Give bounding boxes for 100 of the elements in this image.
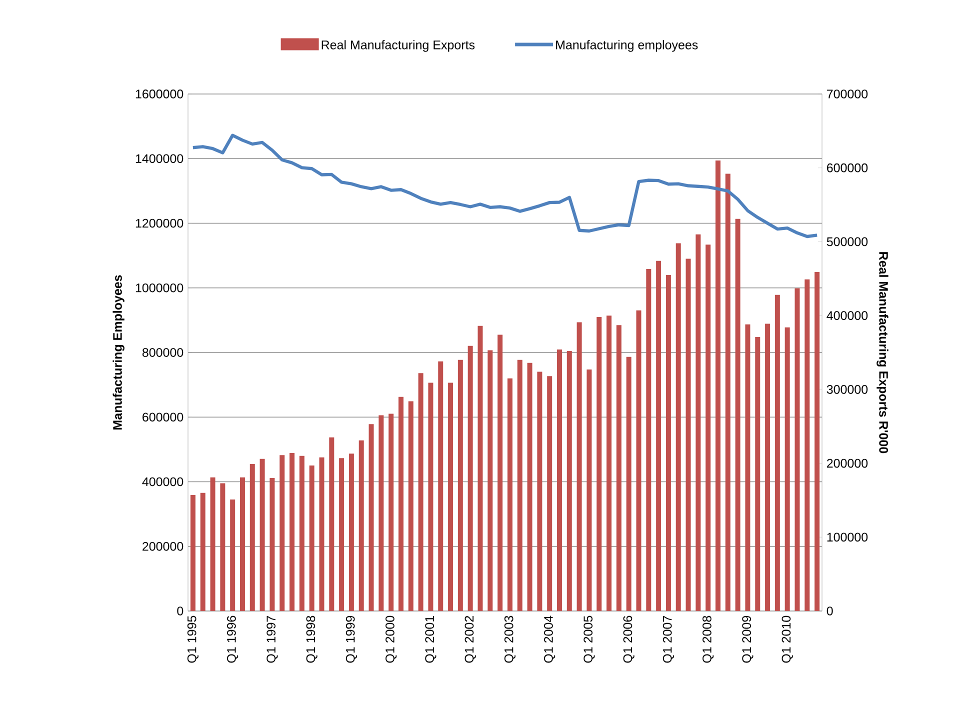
y-tick-label: 1000000 (136, 283, 184, 292)
x-tick-label: Q1 2003 (504, 616, 516, 663)
bar (715, 160, 720, 611)
legend-label: Real Manufacturing Exports (322, 40, 475, 52)
bar (299, 456, 304, 611)
bar (527, 362, 532, 611)
bar (626, 356, 632, 611)
y2-tick-label: 200000 (827, 458, 868, 468)
bar (636, 310, 642, 611)
x-tick-label: Q1 1996 (227, 616, 238, 663)
bar (378, 415, 384, 611)
bar (290, 452, 295, 611)
bar (804, 279, 810, 611)
y-tick-label: 800000 (142, 348, 184, 357)
bar (358, 440, 364, 611)
y-tick-label: 200000 (142, 542, 184, 551)
bar (507, 378, 512, 611)
bar (596, 317, 602, 611)
bar (329, 437, 334, 611)
bar (408, 401, 414, 611)
bar (735, 218, 740, 611)
x-tick-label: Q1 2010 (782, 616, 793, 663)
x-tick-label: Q1 2004 (544, 616, 556, 663)
bar (339, 458, 344, 611)
bar (774, 294, 780, 611)
x-tick-label: Q1 2005 (584, 616, 595, 663)
bar (418, 373, 424, 611)
bar (676, 243, 681, 611)
x-tick-label: Q1 2001 (425, 616, 436, 663)
bar (586, 369, 592, 611)
y-tick-label: 1600000 (136, 90, 184, 98)
bar (478, 326, 483, 611)
bar (696, 234, 701, 611)
bar (309, 466, 314, 611)
bar (398, 396, 404, 611)
bar (230, 499, 236, 611)
bar (319, 457, 324, 611)
x-tick-label: Q1 2002 (464, 616, 476, 663)
y-tick-label: 1200000 (136, 218, 184, 228)
y-tick-label: 0 (177, 606, 184, 616)
x-tick-label: Q1 1995 (187, 616, 198, 663)
y2-tick-label: 0 (826, 606, 833, 616)
x-tick-label: Q1 2000 (386, 616, 397, 663)
y2-tick-label: 400000 (826, 311, 868, 320)
y-axis-title: Manufacturing Employees (112, 275, 124, 430)
bar (388, 414, 394, 611)
bar (438, 361, 444, 611)
y2-tick-label: 300000 (826, 384, 868, 394)
y2-tick-label: 500000 (826, 237, 868, 246)
bar (260, 458, 265, 611)
y-tick-label: 1400000 (136, 154, 184, 164)
bar (488, 350, 493, 611)
bar (448, 382, 454, 611)
y-tick-label: 600000 (142, 412, 184, 422)
bar (784, 327, 790, 611)
bar (616, 325, 622, 611)
bar (280, 455, 285, 611)
bar (270, 478, 275, 611)
y2-tick-label: 600000 (827, 163, 868, 172)
bar (745, 324, 750, 611)
bar (556, 350, 562, 611)
bar (656, 260, 662, 611)
bar (190, 495, 196, 611)
bar (428, 382, 434, 611)
bar (348, 454, 354, 611)
bar (210, 477, 216, 611)
bar (368, 424, 374, 611)
x-tick-label: Q1 1999 (346, 616, 357, 663)
bar (498, 334, 503, 611)
bar (537, 372, 542, 611)
bar (666, 274, 671, 611)
bar (547, 376, 552, 611)
bar (755, 336, 760, 611)
y2-tick-label: 700000 (827, 90, 868, 98)
bar (566, 351, 572, 611)
legend-label: Manufacturing employees (556, 40, 698, 52)
bar (458, 360, 463, 611)
x-tick-label: Q1 2007 (662, 616, 674, 663)
bar (646, 269, 652, 611)
x-tick-label: Q1 1997 (266, 616, 278, 663)
y-tick-label: 400000 (142, 477, 184, 486)
bar (468, 346, 473, 611)
bar (765, 324, 770, 611)
bar (517, 360, 522, 611)
x-tick-label: Q1 2009 (742, 616, 754, 663)
bar (814, 272, 820, 611)
bar (706, 244, 711, 611)
y2-axis-title: Real Manufacturing Exports R'000 (876, 252, 888, 454)
bar (576, 322, 582, 611)
bar (725, 174, 730, 611)
bar (200, 492, 206, 611)
x-tick-label: Q1 2006 (623, 616, 634, 663)
bar (250, 464, 255, 611)
bar (240, 477, 245, 611)
bar (220, 483, 226, 611)
x-tick-label: Q1 2008 (702, 616, 714, 663)
bar (686, 258, 691, 611)
bar (606, 316, 612, 611)
bar (794, 288, 800, 611)
y2-tick-label: 100000 (827, 532, 868, 542)
